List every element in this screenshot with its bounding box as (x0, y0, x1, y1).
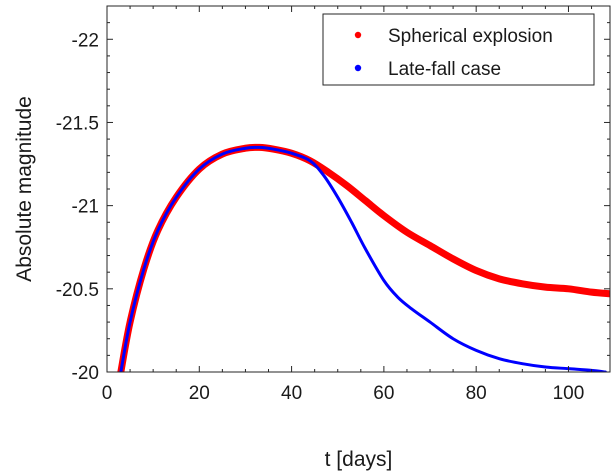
series-layer (117, 143, 610, 372)
legend-marker-spherical (354, 31, 362, 39)
x-tick-label: 80 (466, 383, 487, 404)
x-tick-label: 100 (553, 383, 585, 404)
series-line-late-fall-case (119, 145, 607, 372)
legend-label-spherical: Spherical explosion (388, 26, 553, 47)
series-line-spherical-explosion (117, 143, 610, 372)
legend: Spherical explosion Late-fall case (322, 13, 595, 86)
y-tick-label: -20 (72, 363, 99, 384)
y-tick-label: -21 (72, 197, 99, 218)
x-tick-label: 60 (373, 383, 394, 404)
legend-box (322, 13, 595, 86)
tick-labels: 0 20 40 60 80 100 -20 -20.5 -21 -21.5 -22 (56, 30, 585, 404)
legend-label-late-fall: Late-fall case (388, 59, 501, 80)
x-tick-label: 20 (189, 383, 210, 404)
x-tick-label: 0 (102, 383, 113, 404)
y-tick-label: -20.5 (56, 280, 99, 301)
y-tick-label: -22 (72, 30, 99, 51)
ticks-layer (106, 6, 610, 373)
y-tick-label: -21.5 (56, 113, 99, 134)
x-tick-label: 40 (281, 383, 302, 404)
x-axis-label: t [days] (325, 448, 393, 471)
y-axis-label: Absolute magnitude (13, 96, 36, 282)
legend-marker-late-fall (354, 64, 362, 72)
